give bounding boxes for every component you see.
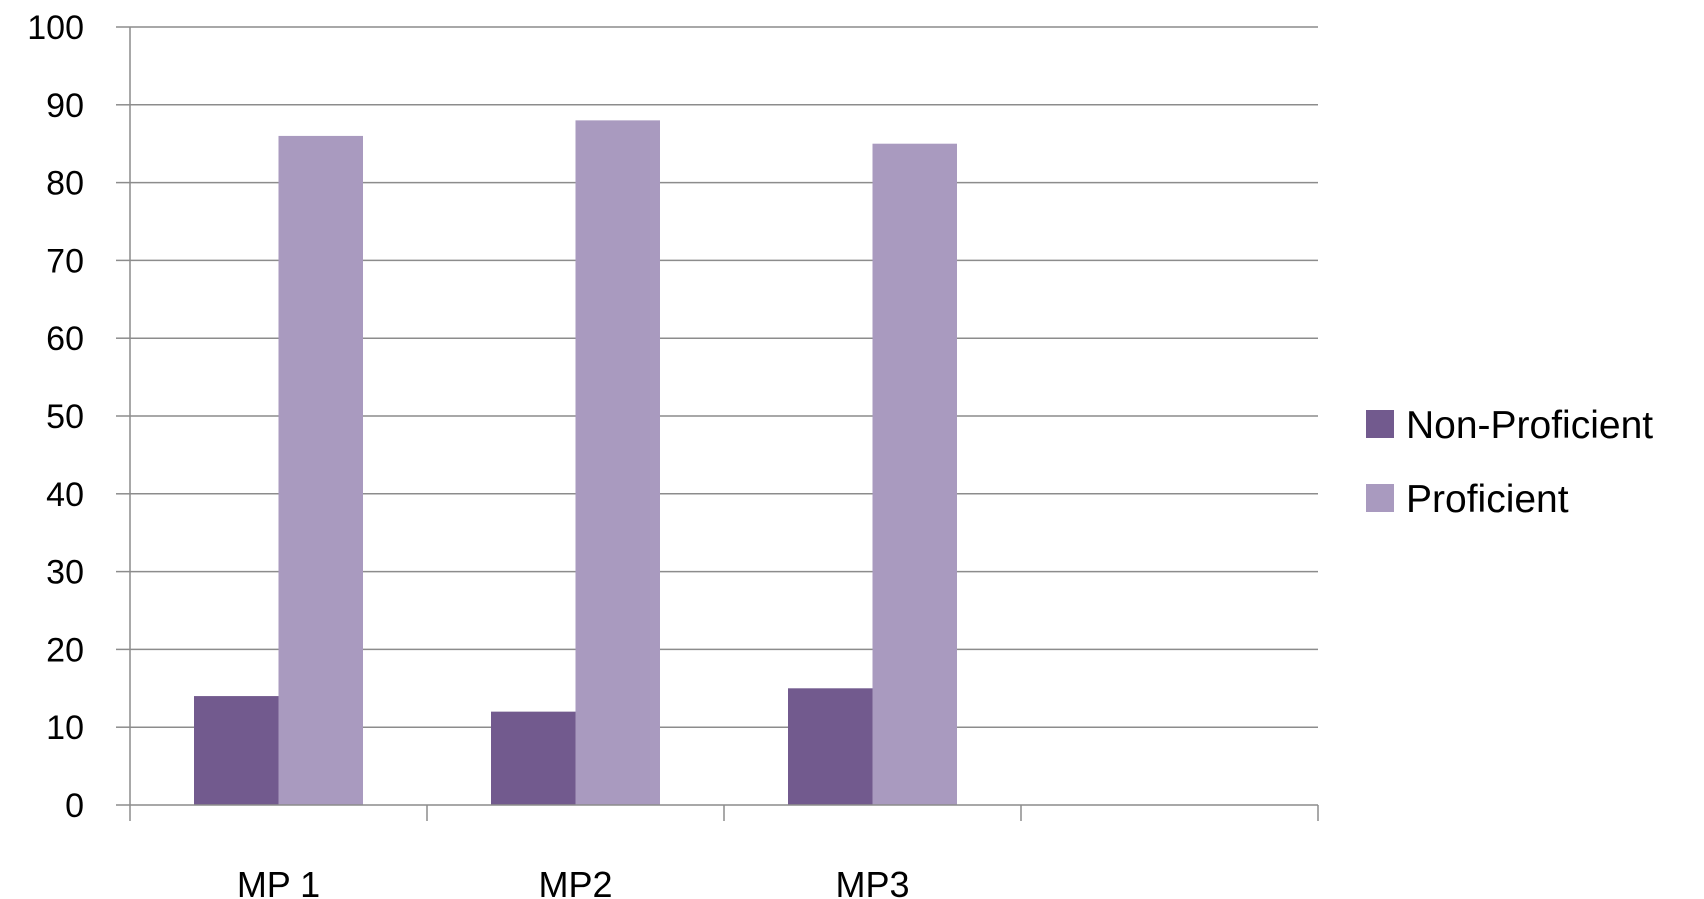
axes bbox=[116, 26, 1319, 821]
y-tick-label: 100 bbox=[27, 9, 84, 47]
bar-proficient-3 bbox=[872, 143, 957, 805]
y-tick-label: 30 bbox=[46, 554, 84, 592]
x-tick-label: MP3 bbox=[835, 864, 909, 899]
y-tick-label: 50 bbox=[46, 398, 84, 436]
x-tick-labels: MP 1 MP2 MP3 bbox=[237, 864, 910, 899]
legend-swatch bbox=[1366, 410, 1394, 438]
bar-proficient-1 bbox=[278, 135, 363, 806]
y-tick-label: 20 bbox=[46, 631, 84, 669]
legend: Non-Proficient Proficient bbox=[1366, 404, 1653, 521]
y-tick-label: 10 bbox=[46, 709, 84, 747]
bars bbox=[194, 120, 957, 806]
bar-non-proficient-2 bbox=[491, 711, 576, 805]
y-tick-label: 80 bbox=[46, 165, 84, 203]
bar-non-proficient-3 bbox=[788, 688, 873, 805]
y-tick-label: 40 bbox=[46, 476, 84, 514]
bar-proficient-2 bbox=[575, 120, 660, 806]
bar-non-proficient-1 bbox=[194, 696, 279, 805]
y-tick-label: 0 bbox=[65, 787, 84, 825]
legend-label: Non-Proficient bbox=[1406, 404, 1653, 447]
legend-label: Proficient bbox=[1406, 478, 1569, 521]
y-tick-label: 70 bbox=[46, 242, 84, 280]
x-tick-label: MP2 bbox=[538, 864, 612, 899]
y-tick-label: 60 bbox=[46, 320, 84, 358]
x-tick-label: MP 1 bbox=[237, 864, 320, 899]
y-tick-label: 90 bbox=[46, 87, 84, 125]
legend-swatch bbox=[1366, 484, 1394, 512]
y-tick-labels: 0 10 20 30 40 50 60 70 80 90 100 bbox=[27, 9, 84, 825]
